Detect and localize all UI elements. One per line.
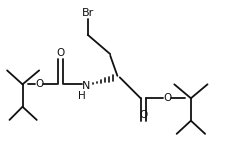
Text: O: O [163,93,171,103]
Text: Br: Br [82,8,94,18]
Text: H: H [78,91,86,101]
Text: N: N [82,81,91,91]
Text: O: O [139,110,148,120]
Text: O: O [35,79,43,89]
Text: O: O [56,48,64,58]
